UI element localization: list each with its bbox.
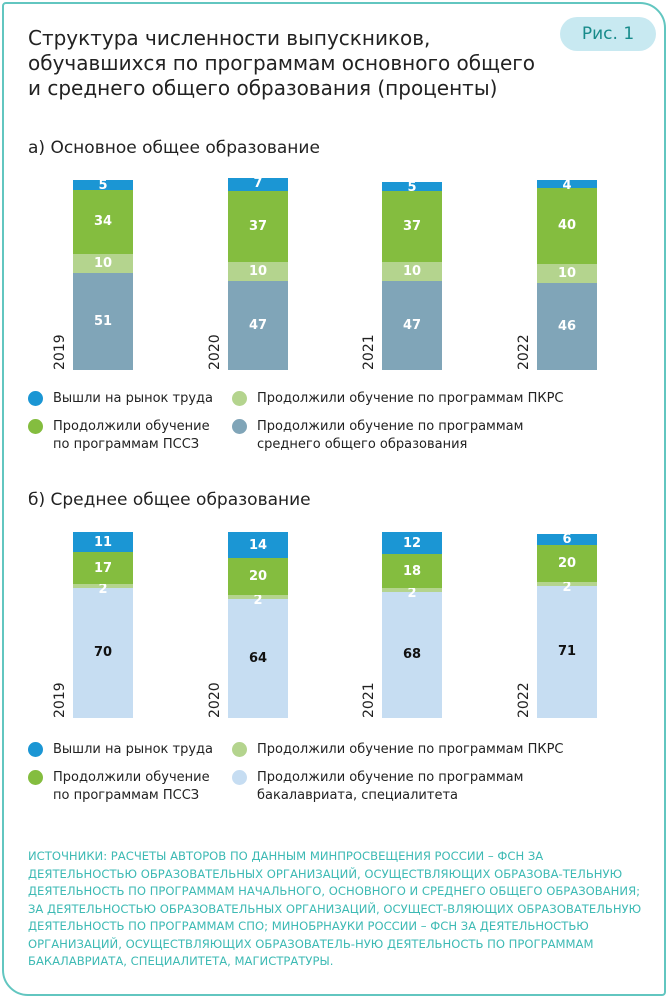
bar-segment: 64 [228,598,288,718]
bar-segment: 68 [382,591,442,718]
bar-segment: 7 [228,177,288,192]
bar-segment: 10 [228,261,288,281]
bar-segment: 40 [537,187,597,264]
legend-label: Продолжили обучение по программам ПКРС [257,742,564,757]
legend-swatch-icon [232,391,247,406]
chart-a: 51 10 34 5 2019 47 10 37 7 2020 47 10 37 5 2021 46 10 40 4… [0,177,670,370]
chart-b-subtitle: б) Среднее общее образование [28,490,311,510]
bar-segment: 11 [73,532,133,553]
legend-label: Вышли на рынок труда [53,742,213,757]
legend-label: Вышли на рынок труда [53,391,213,406]
year-label: 2020 [207,334,223,370]
legend-item: Продолжили обучение по программам ПССЗ [28,769,210,805]
bar-segment: 51 [73,273,133,370]
legend-label: Продолжили обучение по программам средне… [257,419,524,452]
legend-item: Продолжили обучение по программам ПССЗ [28,418,210,454]
bar-segment: 10 [73,254,133,274]
bar-segment: 34 [73,189,133,255]
bar-segment: 12 [382,532,442,555]
legend-swatch-icon [28,742,43,757]
bar-segment: 47 [382,280,442,370]
chart-a-subtitle: а) Основное общее образование [28,138,320,158]
chart-b: 7021711201964220142020682181220217122062… [0,532,670,718]
legend-swatch-icon [28,419,43,434]
bar-segment: 18 [382,554,442,588]
legend-label: Продолжили обучение по программам ПКРС [257,391,564,406]
year-label: 2022 [516,682,532,718]
bar-segment: 37 [228,191,288,262]
bar-segment: 2 [73,584,133,596]
bar-segment: 20 [537,545,597,583]
bar-segment: 5 [73,179,133,192]
bar-segment: 2 [228,595,288,607]
figure-title: Структура численности выпускников, обуча… [28,26,536,100]
legend-swatch-icon [232,742,247,757]
bar-segment: 46 [537,282,597,370]
bar-segment: 71 [537,585,597,718]
year-label: 2020 [207,682,223,718]
year-label: 2019 [52,682,68,718]
legend-swatch-icon [28,770,43,785]
year-label: 2022 [516,334,532,370]
legend-item: Продолжили обучение по программам ПКРС [232,741,563,759]
legend-item: Продолжили обучение по программам ПКРС [232,390,563,408]
year-label: 2019 [52,334,68,370]
bar-segment: 37 [382,191,442,262]
bar-segment: 10 [382,261,442,281]
year-label: 2021 [361,682,377,718]
bar-segment: 14 [228,532,288,559]
source-note: Источники: расчеты авторов по данным Мин… [28,849,642,968]
bar-segment: 6 [537,533,597,546]
bar-segment: 2 [382,587,442,599]
chart-a-legend: Вышли на рынок труда Продолжили обучение … [0,390,670,460]
legend-swatch-icon [28,391,43,406]
legend-swatch-icon [232,770,247,785]
legend-swatch-icon [232,419,247,434]
bar-segment: 2 [537,582,597,594]
bar-segment: 17 [73,552,133,585]
bar-segment: 20 [228,558,288,596]
bar-segment: 4 [537,179,597,192]
figure-label-badge: Рис. 1 [560,17,656,51]
legend-label: Продолжили обучение по программам бакала… [257,770,524,803]
legend-item: Продолжили обучение по программам средне… [232,418,523,454]
legend-item: Вышли на рынок труда [28,390,213,408]
year-label: 2021 [361,334,377,370]
legend-label: Продолжили обучение по программам ПССЗ [53,770,210,803]
legend-label: Продолжили обучение по программам ПССЗ [53,419,210,452]
bar-segment: 70 [73,587,133,718]
chart-b-legend: Вышли на рынок труда Продолжили обучение … [0,741,670,811]
legend-item: Вышли на рынок труда [28,741,213,759]
legend-item: Продолжили обучение по программам бакала… [232,769,523,805]
bar-segment: 47 [228,280,288,370]
bar-segment: 10 [537,263,597,283]
bar-segment: 5 [382,181,442,194]
